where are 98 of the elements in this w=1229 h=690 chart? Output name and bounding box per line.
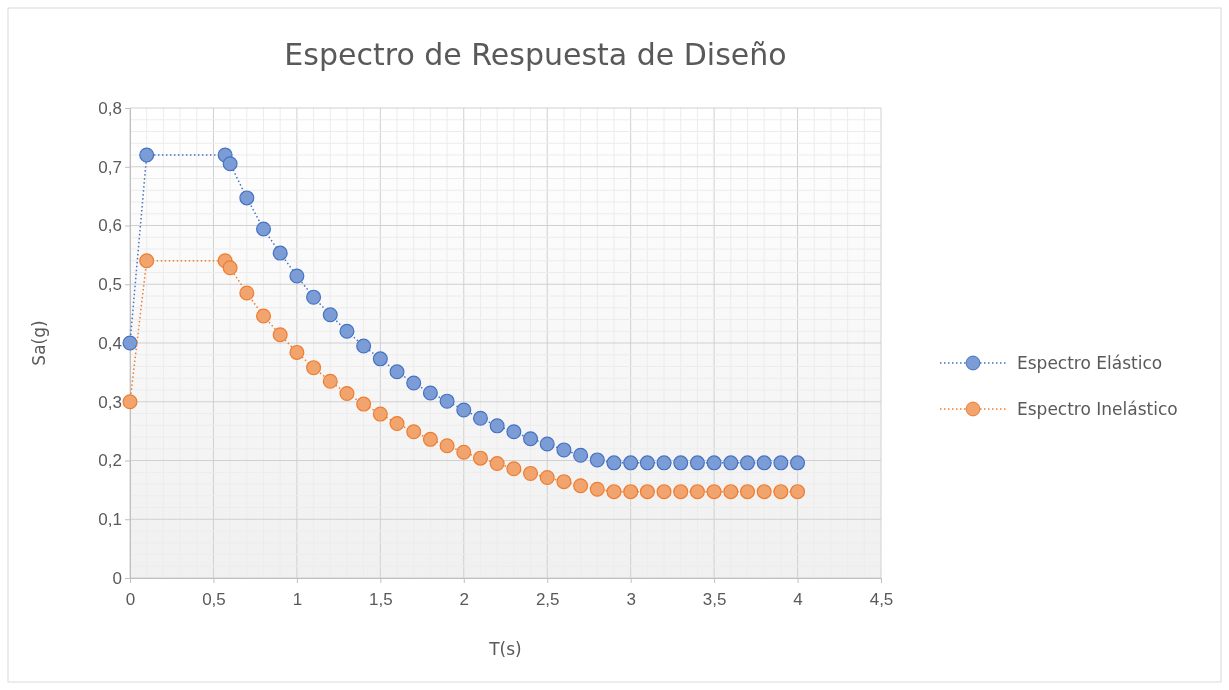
point — [356, 396, 372, 412]
x-tick-label: 3,5 — [702, 589, 727, 609]
x-tick-label: 3 — [626, 589, 636, 609]
point — [472, 410, 488, 426]
point — [372, 351, 388, 367]
point — [322, 307, 338, 323]
point — [289, 268, 305, 284]
point — [306, 289, 322, 305]
point — [122, 335, 138, 351]
point — [739, 484, 755, 500]
point — [222, 260, 238, 276]
point — [439, 438, 455, 454]
point — [139, 147, 155, 163]
point — [322, 373, 338, 389]
point — [523, 431, 539, 447]
point — [573, 447, 589, 463]
point — [706, 484, 722, 500]
point — [356, 338, 372, 354]
y-tick-label: 0,7 — [98, 157, 122, 177]
y-tick-label: 0,5 — [98, 275, 122, 295]
point — [556, 474, 572, 490]
x-tick-label: 1 — [292, 589, 303, 609]
point — [639, 484, 655, 500]
point — [773, 484, 789, 500]
point — [606, 455, 622, 471]
point — [406, 375, 422, 391]
point — [756, 455, 772, 471]
point — [556, 442, 572, 458]
point — [756, 484, 772, 500]
point — [122, 394, 138, 410]
point — [389, 364, 405, 380]
x-tick-label: 2 — [459, 589, 470, 609]
point — [422, 431, 438, 447]
point — [790, 455, 806, 471]
y-tick-label: 0,3 — [98, 392, 122, 412]
point — [673, 455, 689, 471]
point — [239, 190, 255, 206]
point — [406, 424, 422, 440]
point — [723, 455, 739, 471]
x-tick-label: 4,5 — [869, 589, 894, 609]
point — [539, 436, 555, 452]
point — [606, 484, 622, 500]
x-tick-label: 4 — [793, 589, 803, 609]
point — [656, 455, 672, 471]
point — [773, 455, 789, 471]
point — [673, 484, 689, 500]
point — [790, 484, 806, 500]
point — [489, 418, 505, 434]
point — [523, 465, 539, 481]
point — [139, 253, 155, 269]
point — [456, 402, 472, 418]
x-axis-title: T(s) — [488, 639, 522, 659]
y-axis-title: Sa(g) — [29, 320, 49, 366]
y-tick-label: 0,4 — [98, 333, 122, 353]
point — [689, 455, 705, 471]
point — [589, 452, 605, 468]
legend-label: Espectro Elástico — [1017, 353, 1163, 373]
point — [422, 385, 438, 401]
point — [456, 444, 472, 460]
x-tick-label: 0 — [125, 589, 136, 609]
point — [389, 415, 405, 431]
point — [706, 455, 722, 471]
legend-label: Espectro Inelástico — [1017, 399, 1178, 419]
y-tick-label: 0 — [112, 568, 122, 588]
point — [723, 484, 739, 500]
point — [739, 455, 755, 471]
chart-title: Espectro de Respuesta de Diseño — [284, 37, 787, 72]
point — [639, 455, 655, 471]
point — [339, 323, 355, 339]
x-tick-label: 0,5 — [202, 589, 226, 609]
point — [656, 484, 672, 500]
point — [573, 478, 589, 494]
y-tick-label: 0,1 — [98, 510, 122, 530]
point — [489, 455, 505, 471]
point — [289, 344, 305, 360]
point — [439, 393, 455, 409]
point — [372, 406, 388, 422]
y-tick-label: 0,8 — [98, 98, 122, 118]
x-tick-label: 2,5 — [535, 589, 560, 609]
point — [472, 450, 488, 466]
point — [222, 156, 238, 172]
point — [306, 360, 322, 376]
point — [339, 386, 355, 402]
x-tick-label: 1,5 — [369, 589, 393, 609]
point — [506, 424, 522, 440]
point — [623, 455, 639, 471]
point — [506, 461, 522, 477]
point — [623, 484, 639, 500]
point — [256, 221, 272, 237]
point — [272, 327, 288, 343]
point — [256, 308, 272, 324]
point — [239, 285, 255, 301]
point — [539, 470, 555, 486]
y-tick-label: 0,2 — [98, 451, 122, 471]
point — [272, 245, 288, 261]
y-tick-label: 0,6 — [98, 216, 122, 236]
point — [689, 484, 705, 500]
point — [589, 481, 605, 497]
